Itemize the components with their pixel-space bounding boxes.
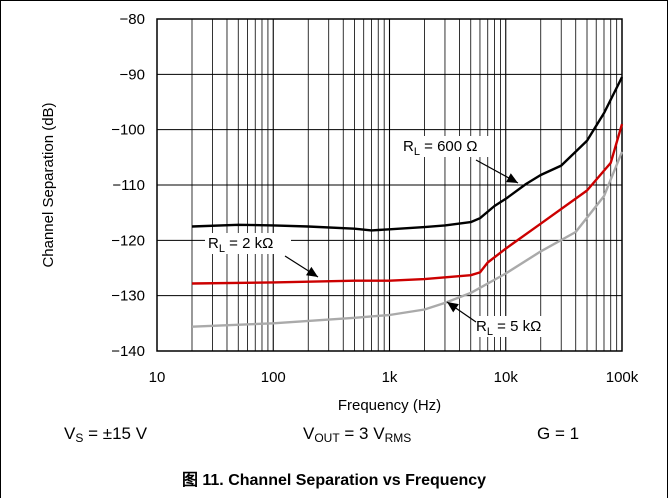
- condition-gain: G = 1: [537, 424, 580, 443]
- plot-area-border: [156, 18, 623, 352]
- annotation-label: RL = 600 Ω: [403, 138, 477, 158]
- x-tick-labels: 10 100 1k 10k 100k: [149, 369, 639, 386]
- x-axis-title: Frequency (Hz): [338, 397, 441, 414]
- y-tick-label: −110: [112, 177, 145, 194]
- annotation-label: RL = 5 kΩ: [476, 318, 541, 338]
- figure-caption: 图 11. Channel Separation vs Frequency: [181, 472, 487, 489]
- annotation-bg: [400, 136, 492, 157]
- series-lines: [191, 76, 624, 328]
- annotation-bg: [205, 233, 291, 254]
- x-tick-label: 10: [149, 369, 166, 386]
- series-rl-5k-line: [191, 151, 624, 328]
- y-tick-label: −100: [111, 122, 145, 139]
- condition-vout: VOUT = 3 VRMS: [303, 424, 412, 445]
- y-tick-label: −80: [120, 11, 145, 28]
- annotation-label: RL = 2 kΩ: [208, 235, 273, 255]
- annotation-arrowhead: [506, 173, 518, 183]
- grid: [157, 19, 622, 351]
- x-tick-label: 100k: [606, 369, 639, 386]
- annotation-bg: [473, 316, 559, 337]
- y-tick-labels: −80 −90 −100 −110 −120 −130 −140: [111, 11, 145, 360]
- condition-vs: VS = ±15 V: [64, 424, 148, 445]
- annotations: RL = 600 Ω RL = 2 kΩ RL = 5 kΩ: [205, 136, 559, 338]
- annotation-arrowhead: [447, 302, 459, 313]
- series-rl-2k-line: [191, 123, 624, 285]
- y-tick-label: −130: [111, 288, 145, 305]
- y-tick-label: −90: [120, 66, 145, 83]
- x-tick-label: 10k: [494, 369, 519, 386]
- series-rl-600-line: [191, 76, 624, 232]
- x-tick-label: 1k: [382, 369, 398, 386]
- y-tick-label: −120: [111, 232, 145, 249]
- y-tick-label: −140: [111, 343, 145, 360]
- annotation-arrowhead: [306, 266, 318, 277]
- y-axis-title: Channel Separation (dB): [40, 102, 57, 267]
- channel-separation-chart: −80 −90 −100 −110 −120 −130 −140 10 100 1k 10k 100…: [40, 11, 639, 414]
- x-tick-label: 100: [261, 369, 286, 386]
